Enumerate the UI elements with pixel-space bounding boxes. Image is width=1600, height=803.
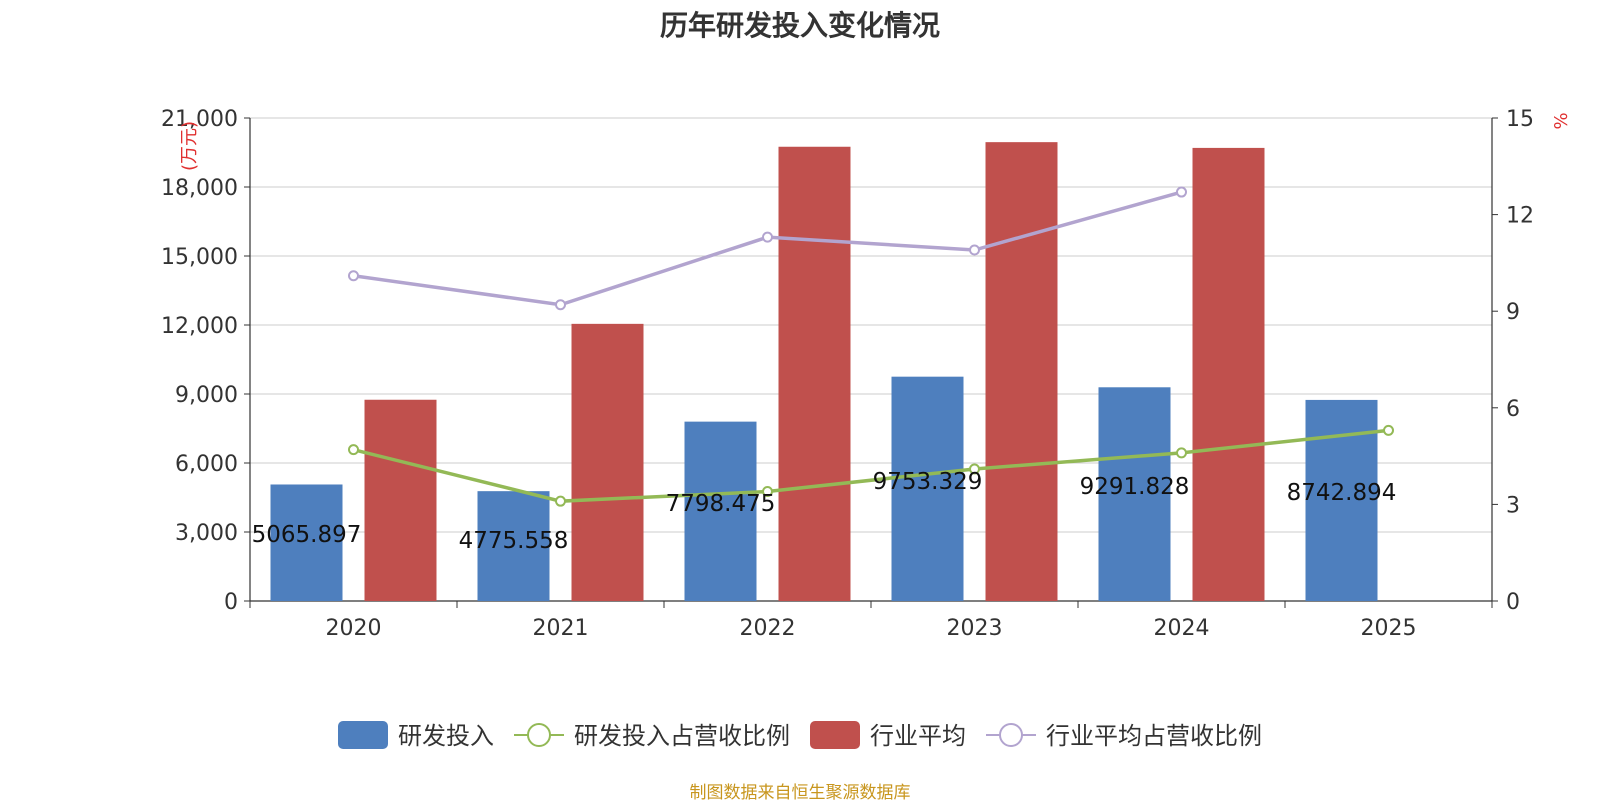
legend-label: 行业平均占营收比例 [1046, 722, 1262, 750]
bar [477, 491, 550, 601]
x-axis-tick-label: 2020 [326, 616, 382, 641]
bar [571, 323, 644, 601]
bar-data-label: 9291.828 [1080, 474, 1190, 500]
right-axis-tick-label: 15 [1506, 107, 1534, 132]
line-point [555, 299, 566, 311]
data-labels: 5065.897 4775.558 7798.475 9753.329 9291.828… [252, 469, 1397, 554]
right-axis-tick-label: 6 [1506, 397, 1520, 422]
bar-data-label: 8742.894 [1287, 480, 1397, 506]
line-point [1176, 186, 1187, 198]
bar [364, 399, 437, 601]
line-point [969, 244, 980, 256]
line-point [1176, 447, 1187, 459]
bar [1098, 387, 1171, 601]
left-axis-tick-label: 18,000 [161, 176, 238, 201]
line-point [348, 444, 359, 456]
legend-label: 行业平均 [870, 722, 966, 750]
bar [270, 484, 343, 601]
bar-data-label: 7798.475 [666, 491, 776, 517]
bar [891, 376, 964, 601]
right-axis-unit: % [1551, 112, 1572, 129]
left-axis-tick-label: 9,000 [175, 383, 238, 408]
bar [1192, 147, 1265, 601]
left-axis-tick-label: 21,000 [161, 107, 238, 132]
legend-swatch-marker [527, 723, 551, 747]
left-axis-tick-label: 6,000 [175, 452, 238, 477]
line-point [762, 231, 773, 243]
left-axis-tick-label: 0 [224, 590, 238, 615]
right-axis-tick-label: 0 [1506, 590, 1520, 615]
left-axis-tick-label: 15,000 [161, 245, 238, 270]
source-note: 制图数据来自恒生聚源数据库 [689, 783, 911, 803]
line-point [555, 495, 566, 507]
legend: 研发投入 研发投入占营收比例 行业平均 行业平均占营收比例 [338, 721, 1262, 750]
line-point [969, 463, 980, 475]
line-point [762, 486, 773, 498]
bar-data-label: 4775.558 [459, 528, 569, 554]
legend-label: 研发投入占营收比例 [574, 722, 790, 750]
lines [348, 186, 1394, 507]
bar [985, 142, 1058, 601]
x-axis-tick-label: 2025 [1361, 616, 1417, 641]
bar [778, 146, 851, 601]
legend-swatch [338, 721, 388, 749]
bar-data-label: 9753.329 [873, 469, 983, 495]
right-axis-tick-label: 9 [1506, 300, 1520, 325]
right-axis-tick-label: 3 [1506, 493, 1520, 518]
chart-title: 历年研发投入变化情况 [659, 9, 940, 42]
x-axis-tick-label: 2024 [1154, 616, 1210, 641]
right-axis-tick-label: 12 [1506, 204, 1534, 229]
bars [270, 142, 1378, 601]
grid-lines [250, 117, 1492, 533]
left-axis-tick-label: 12,000 [161, 314, 238, 339]
series-line [353, 428, 1389, 503]
left-axis-tick-label: 3,000 [175, 521, 238, 546]
x-axis-tick-label: 2023 [947, 616, 1003, 641]
line-point [348, 270, 359, 282]
legend-label: 研发投入 [398, 722, 494, 750]
x-axis-tick-label: 2022 [740, 616, 796, 641]
x-axis-tick-label: 2021 [533, 616, 589, 641]
left-axis-unit: (万元) [179, 121, 200, 171]
bar-data-label: 5065.897 [252, 522, 362, 548]
legend-swatch [810, 721, 860, 749]
legend-swatch-marker [999, 723, 1023, 747]
axes: 0 3,000 6,000 9,000 12,000 15,000 18,000 21,000… [161, 107, 1572, 641]
bar [684, 421, 757, 601]
line-point [1383, 424, 1394, 436]
